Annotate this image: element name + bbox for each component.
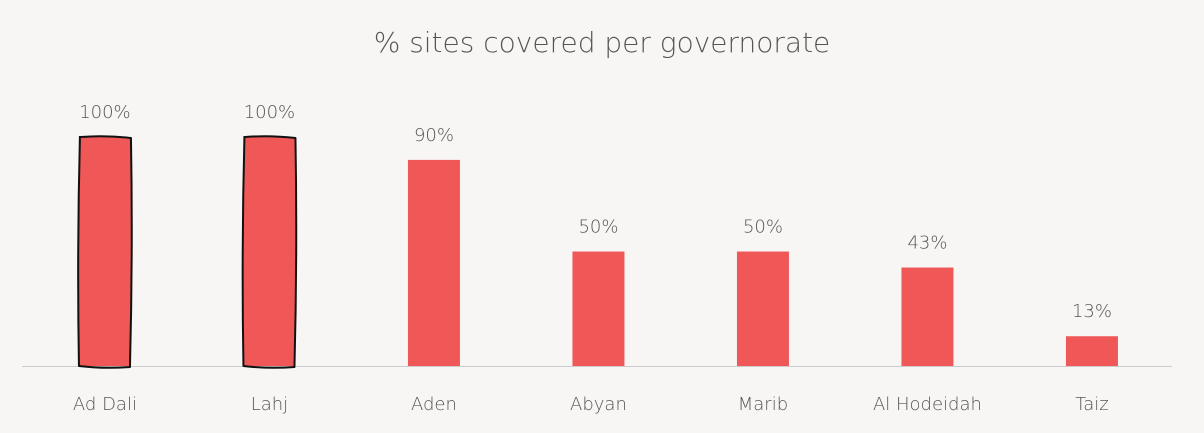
value-label: 43% xyxy=(907,233,947,254)
x-tick-label: Lahj xyxy=(251,394,288,415)
x-tick-label: Abyan xyxy=(570,394,627,415)
x-tick-label: Ad Dali xyxy=(73,394,137,415)
bar xyxy=(78,137,131,366)
x-tick-label: Marib xyxy=(738,394,788,415)
bar xyxy=(901,267,954,366)
highlight-outline xyxy=(241,135,298,369)
highlight-outline xyxy=(77,135,133,369)
x-tick-label: Al Hodeidah xyxy=(873,394,982,415)
value-label: 50% xyxy=(743,217,783,238)
x-tick-label: Taiz xyxy=(1075,394,1109,415)
value-label: 100% xyxy=(79,102,130,123)
bar xyxy=(407,159,460,366)
value-label: 100% xyxy=(244,102,295,123)
bar xyxy=(572,251,625,366)
value-label: 50% xyxy=(578,217,618,238)
bar xyxy=(1065,336,1118,366)
bar xyxy=(736,251,789,366)
x-tick-label: Aden xyxy=(411,394,457,415)
chart-title: % sites covered per governorate xyxy=(374,26,831,59)
value-label: 90% xyxy=(414,125,454,146)
value-label: 13% xyxy=(1072,301,1112,322)
bar xyxy=(243,137,296,366)
